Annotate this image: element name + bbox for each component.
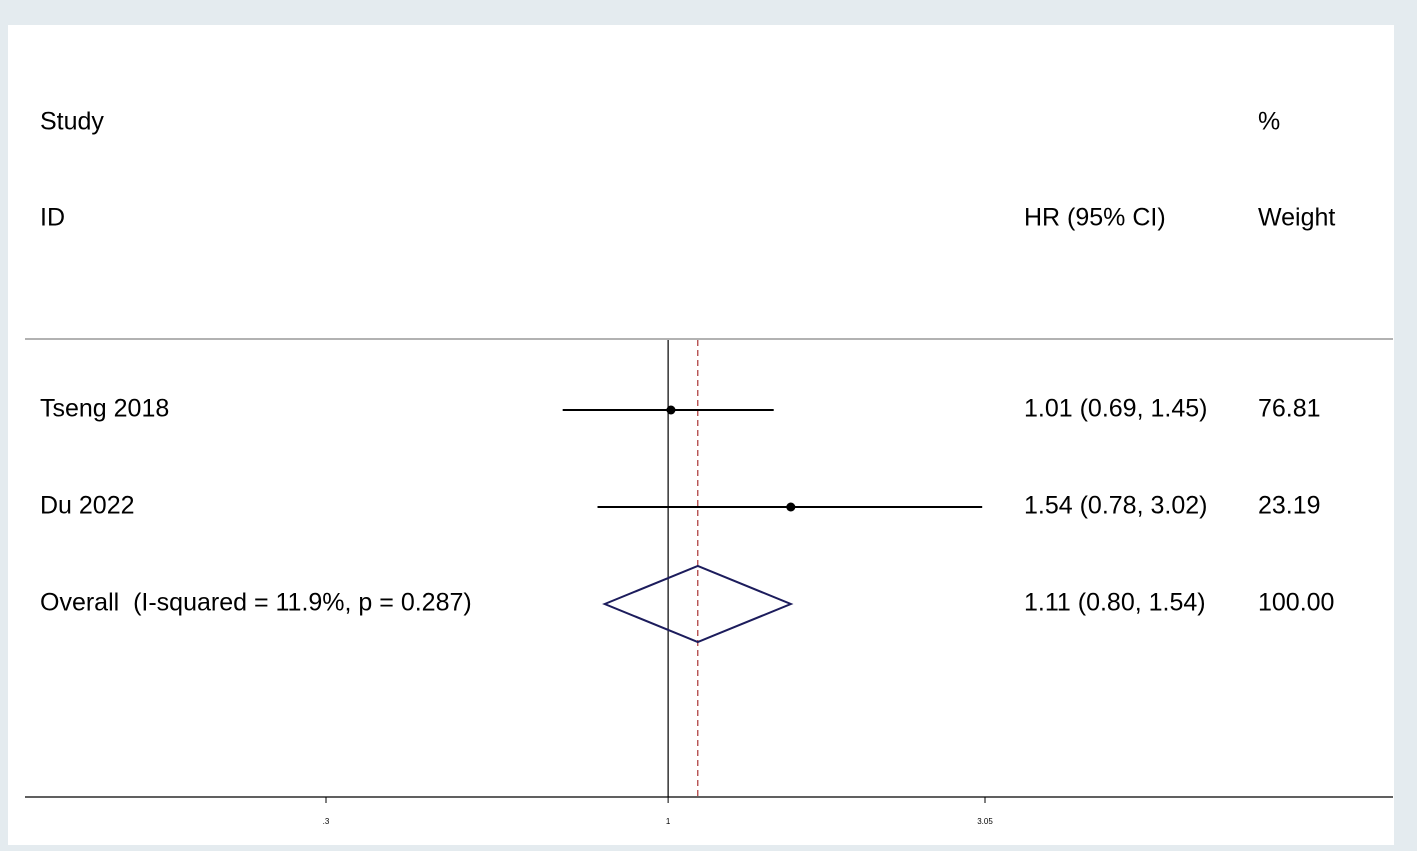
header-pct: % bbox=[1258, 108, 1280, 136]
header-effect: HR (95% CI) bbox=[1024, 204, 1166, 232]
panel bbox=[8, 25, 1394, 845]
weight-label: 23.19 bbox=[1258, 492, 1321, 520]
x-tick-label: .3 bbox=[323, 817, 330, 826]
overall-diamond bbox=[602, 564, 794, 644]
x-tick-label: 1 bbox=[666, 817, 671, 826]
header-weight: Weight bbox=[1258, 204, 1335, 232]
header-study: Study bbox=[40, 108, 104, 136]
ci-label: 1.01 (0.69, 1.45) bbox=[1024, 395, 1207, 423]
overall-name: Overall (I-squared = 11.9%, p = 0.287) bbox=[40, 589, 472, 617]
ci-label: 1.54 (0.78, 3.02) bbox=[1024, 492, 1207, 520]
study-name: Tseng 2018 bbox=[40, 395, 169, 423]
study-name: Du 2022 bbox=[40, 492, 135, 520]
weight-label: 76.81 bbox=[1258, 395, 1321, 423]
x-tick-label: 3.05 bbox=[977, 817, 993, 826]
header-id: ID bbox=[40, 204, 65, 232]
point-estimate bbox=[666, 405, 676, 415]
point-estimate bbox=[786, 502, 796, 512]
weight-label: 100.00 bbox=[1258, 589, 1334, 617]
ci-label: 1.11 (0.80, 1.54) bbox=[1024, 589, 1206, 617]
